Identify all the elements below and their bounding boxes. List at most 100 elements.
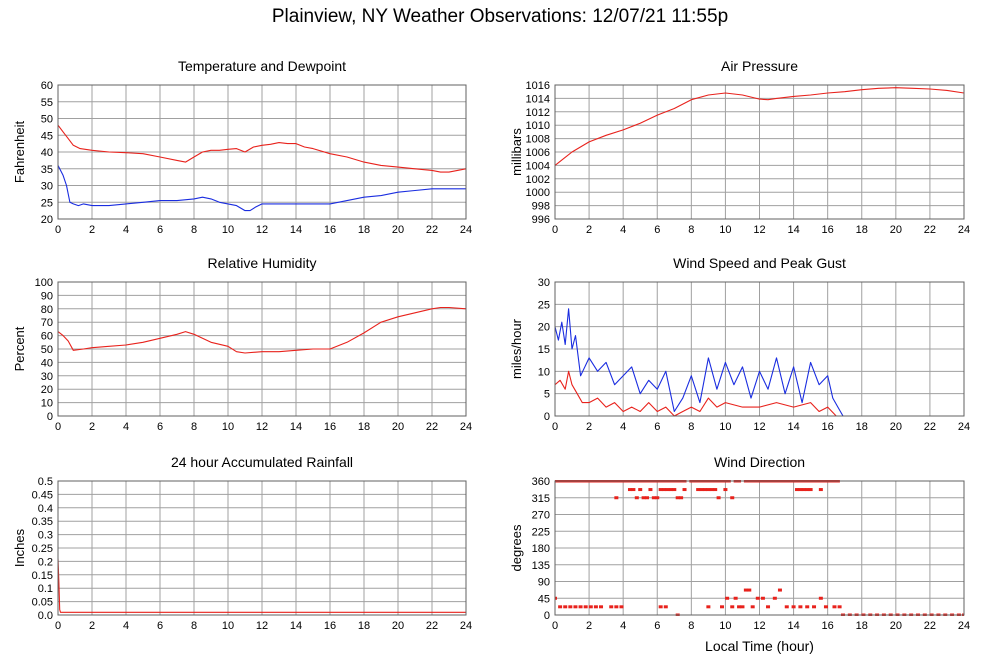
rain-frame bbox=[57, 480, 467, 616]
temp-series-line-1 bbox=[58, 165, 466, 212]
direction-ytick-label: 45 bbox=[538, 593, 550, 605]
rain-xtick-label: 10 bbox=[222, 620, 234, 632]
temp-frame bbox=[57, 84, 467, 220]
pressure-ylabel: millibars bbox=[509, 128, 524, 176]
direction-point bbox=[634, 496, 639, 500]
wind-xtick-label: 4 bbox=[620, 421, 626, 433]
rain-ytick-label: 0.2 bbox=[38, 556, 53, 568]
rain-ytick-label: 0.1 bbox=[38, 583, 53, 595]
direction-point bbox=[658, 605, 663, 609]
direction-point bbox=[665, 488, 670, 492]
direction-point bbox=[619, 605, 624, 609]
humidity-ytick-label: 80 bbox=[41, 304, 53, 316]
wind-xtick-label: 6 bbox=[654, 421, 660, 433]
pressure-xtick-label: 10 bbox=[719, 224, 731, 236]
pressure-xtick-label: 4 bbox=[620, 224, 626, 236]
temp-ytick-label: 35 bbox=[41, 164, 53, 176]
humidity-xtick-label: 4 bbox=[123, 421, 129, 433]
pressure-xtick-label: 8 bbox=[688, 224, 694, 236]
direction-point bbox=[812, 605, 817, 609]
direction-point bbox=[750, 605, 755, 609]
pressure-xtick-label: 12 bbox=[753, 224, 765, 236]
direction-point bbox=[737, 605, 742, 609]
humidity-ytick-label: 40 bbox=[41, 357, 53, 369]
direction-point bbox=[760, 596, 765, 600]
wind-xtick-label: 24 bbox=[958, 421, 970, 433]
pressure-ytick-label: 1010 bbox=[526, 120, 550, 132]
humidity-xtick-label: 8 bbox=[191, 421, 197, 433]
temp-series-line-0 bbox=[58, 124, 466, 173]
wind-xtick-label: 14 bbox=[787, 421, 799, 433]
pressure-ytick-label: 1006 bbox=[526, 147, 550, 159]
pressure-ytick-label: 996 bbox=[532, 214, 550, 226]
direction-ytick-label: 180 bbox=[532, 543, 550, 555]
pressure-ytick-label: 1004 bbox=[526, 160, 550, 172]
pressure-xtick-label: 2 bbox=[586, 224, 592, 236]
direction-point bbox=[766, 605, 771, 609]
temp-xtick-label: 20 bbox=[392, 224, 404, 236]
pressure-ytick-label: 1002 bbox=[526, 174, 550, 186]
direction-point bbox=[818, 488, 823, 492]
temp-xtick-label: 4 bbox=[123, 224, 129, 236]
humidity-ytick-label: 90 bbox=[41, 290, 53, 302]
direction-xtick-label: 16 bbox=[822, 620, 834, 632]
rain-xtick-label: 6 bbox=[157, 620, 163, 632]
pressure-ytick-label: 1000 bbox=[526, 187, 550, 199]
humidity-xtick-label: 6 bbox=[157, 421, 163, 433]
rain-xtick-label: 20 bbox=[392, 620, 404, 632]
direction-xtick-label: 4 bbox=[620, 620, 626, 632]
direction-point bbox=[609, 605, 614, 609]
direction-ytick-label: 90 bbox=[538, 577, 550, 589]
direction-point bbox=[805, 488, 810, 492]
direction-xtick-label: 0 bbox=[552, 620, 558, 632]
wind-ytick-label: 30 bbox=[538, 277, 550, 289]
direction-point bbox=[627, 488, 632, 492]
direction-ytick-label: 135 bbox=[532, 560, 550, 572]
direction-xtick-label: 20 bbox=[890, 620, 902, 632]
direction-point bbox=[716, 496, 721, 500]
direction-point bbox=[631, 488, 636, 492]
direction-ytick-label: 270 bbox=[532, 510, 550, 522]
pressure-ytick-label: 1012 bbox=[526, 107, 550, 119]
direction-point bbox=[772, 596, 777, 600]
humidity-ytick-label: 100 bbox=[35, 277, 53, 289]
direction-point bbox=[593, 605, 598, 609]
wind-xtick-label: 0 bbox=[552, 421, 558, 433]
humidity-xtick-label: 22 bbox=[426, 421, 438, 433]
direction-point bbox=[832, 605, 837, 609]
humidity-xtick-label: 18 bbox=[358, 421, 370, 433]
humidity-title: Relative Humidity bbox=[208, 255, 317, 271]
wind-ytick-label: 5 bbox=[544, 389, 550, 401]
temp-xtick-label: 18 bbox=[358, 224, 370, 236]
humidity-series-line-0 bbox=[58, 306, 466, 354]
humidity-xtick-label: 12 bbox=[256, 421, 268, 433]
direction-xtick-label: 6 bbox=[654, 620, 660, 632]
direction-point bbox=[648, 488, 653, 492]
direction-point bbox=[740, 605, 745, 609]
rain-ytick-label: 0.15 bbox=[32, 570, 53, 582]
direction-point bbox=[709, 488, 714, 492]
humidity-ytick-label: 20 bbox=[41, 384, 53, 396]
rain-xtick-label: 14 bbox=[290, 620, 302, 632]
direction-point bbox=[702, 488, 707, 492]
direction-ytick-label: 360 bbox=[532, 476, 550, 488]
direction-point bbox=[794, 488, 799, 492]
direction-point bbox=[823, 605, 828, 609]
rain-ytick-label: 0.45 bbox=[32, 489, 53, 501]
direction-point bbox=[663, 605, 668, 609]
wind-ytick-label: 25 bbox=[538, 299, 550, 311]
pressure-series-line-0 bbox=[555, 87, 964, 166]
direction-point bbox=[568, 605, 573, 609]
humidity-xtick-label: 16 bbox=[324, 421, 336, 433]
temp-ytick-label: 55 bbox=[41, 97, 53, 109]
direction-point bbox=[747, 588, 752, 592]
direction-point bbox=[675, 496, 680, 500]
humidity-ytick-label: 10 bbox=[41, 398, 53, 410]
rain-xtick-label: 0 bbox=[55, 620, 61, 632]
temp-xtick-label: 16 bbox=[324, 224, 336, 236]
wind-title: Wind Speed and Peak Gust bbox=[673, 255, 846, 271]
wind-xtick-label: 10 bbox=[719, 421, 731, 433]
